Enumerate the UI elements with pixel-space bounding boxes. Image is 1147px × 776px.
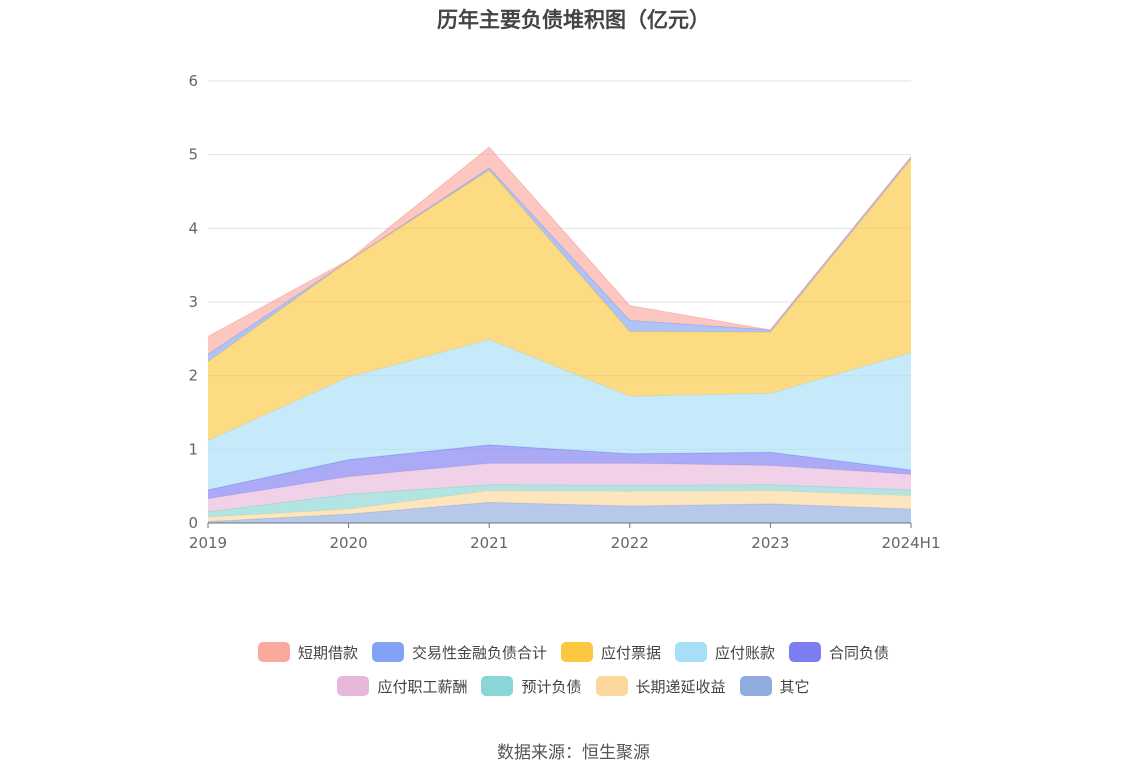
x-tick-label-4: 2023 xyxy=(751,534,789,552)
x-tick-label-0: 2019 xyxy=(189,534,227,552)
x-tick-label-3: 2022 xyxy=(611,534,649,552)
y-tick-label-0: 0 xyxy=(188,514,198,532)
area-series-4 xyxy=(208,444,911,499)
legend-label: 合同负债 xyxy=(829,643,890,662)
legend-item[interactable]: 短期借款 xyxy=(257,640,358,664)
area-series-6 xyxy=(208,159,911,441)
x-tick-label-2: 2021 xyxy=(470,534,508,552)
chart-title: 历年主要负债堆积图（亿元） xyxy=(437,8,710,32)
legend-swatch xyxy=(739,676,772,696)
area-series-1 xyxy=(208,490,911,522)
y-tick-label-1: 1 xyxy=(188,440,198,458)
x-tick-label-1: 2020 xyxy=(330,534,368,552)
y-tick-label-5: 5 xyxy=(188,146,198,164)
legend-swatch xyxy=(337,676,370,696)
area-series-5 xyxy=(208,339,911,490)
legend-swatch xyxy=(595,676,628,696)
area-series-3 xyxy=(208,463,911,512)
legend-item[interactable]: 应付票据 xyxy=(560,640,661,664)
legend-swatch xyxy=(257,642,290,662)
legend-item[interactable]: 应付账款 xyxy=(675,640,775,664)
legend-swatch xyxy=(371,642,404,662)
legend-row: 应付职工薪酬 预计负债 长期递延收益 其它 xyxy=(0,674,1147,698)
legend-label: 预计负债 xyxy=(521,677,582,696)
legend-swatch xyxy=(675,642,707,662)
legend-label: 应付职工薪酬 xyxy=(377,677,468,696)
area-series-edge-8 xyxy=(207,146,912,338)
legend-swatch xyxy=(560,642,593,662)
legend-label: 交易性金融负债合计 xyxy=(411,643,547,662)
legend-label: 其它 xyxy=(779,677,810,696)
legend-item[interactable]: 长期递延收益 xyxy=(595,674,726,698)
x-tick-label-5: 2024H1 xyxy=(882,534,941,552)
axes: 0 1 2 3 4 5 6 2019 2020 2021 2022 2023 2024H1 xyxy=(188,72,940,552)
y-tick-label-6: 6 xyxy=(188,72,198,90)
y-tick-label-4: 4 xyxy=(188,219,198,237)
legend-item[interactable]: 预计负债 xyxy=(481,674,582,698)
area-series xyxy=(207,146,912,523)
legend-item[interactable]: 交易性金融负债合计 xyxy=(371,640,547,664)
legend-item[interactable]: 应付职工薪酬 xyxy=(337,674,467,698)
source-note: 数据来源：恒生聚源 xyxy=(497,743,650,763)
legend-row: 短期借款 交易性金融负债合计 应付票据 应付账款 合同负债 xyxy=(0,640,1147,664)
legend-swatch xyxy=(789,642,822,662)
area-series-0 xyxy=(208,502,911,523)
legend: 短期借款 交易性金融负债合计 应付票据 应付账款 合同负债应付职工薪酬 预计负债 长期递延收… xyxy=(0,640,1147,708)
legend-item[interactable]: 其它 xyxy=(739,674,810,698)
legend-label: 应付票据 xyxy=(600,643,661,662)
legend-item[interactable]: 合同负债 xyxy=(789,640,889,664)
legend-swatch xyxy=(481,676,514,696)
legend-label: 短期借款 xyxy=(297,643,358,662)
legend-label: 长期递延收益 xyxy=(635,677,726,696)
area-series-2 xyxy=(208,484,911,518)
legend-label: 应付账款 xyxy=(715,643,776,662)
y-tick-label-2: 2 xyxy=(188,367,198,385)
y-tick-label-3: 3 xyxy=(188,293,198,311)
